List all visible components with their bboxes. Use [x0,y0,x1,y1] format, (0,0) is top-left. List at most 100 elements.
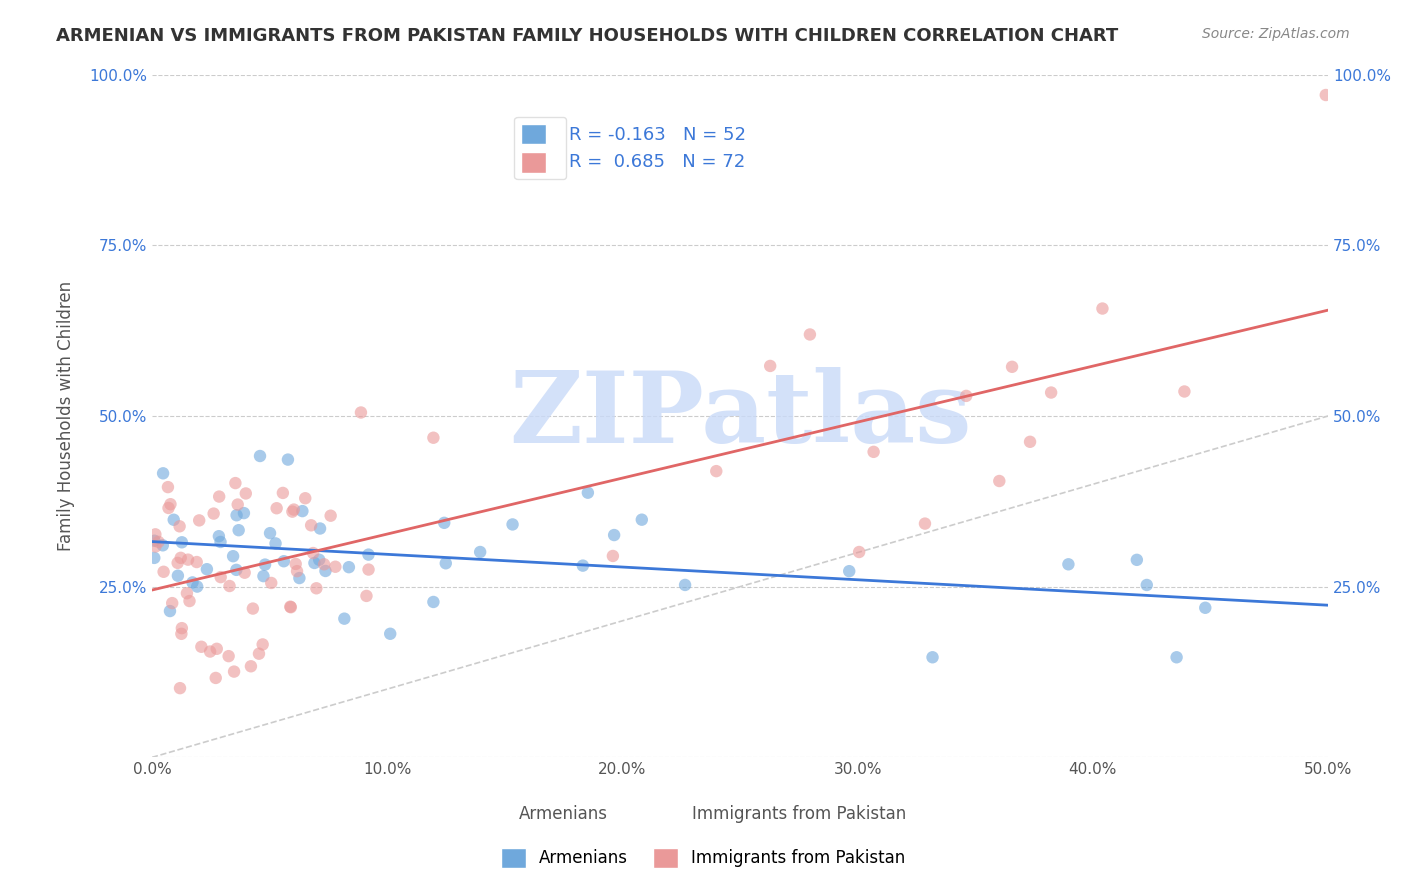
Point [160,596,183,610]
Point [305,582,328,596]
Point [202,507,225,521]
Point [357,548,380,562]
Point [209,570,232,584]
Point [190,640,212,654]
Point [222,665,245,679]
Point [914,516,936,531]
Text: Immigrants from Pakistan: Immigrants from Pakistan [692,805,905,823]
Point [1019,434,1042,449]
Point [148,535,170,549]
Point [208,490,231,504]
Point [259,526,281,541]
Point [204,671,226,685]
Legend: Armenians, Immigrants from Pakistan: Armenians, Immigrants from Pakistan [494,841,912,875]
Point [1315,88,1337,103]
Point [177,552,200,566]
Point [572,558,595,573]
Point [186,580,208,594]
Point [152,467,174,481]
Text: R =  0.685   N = 72: R = 0.685 N = 72 [569,153,745,171]
Point [380,626,402,640]
Point [291,504,314,518]
Point [225,508,247,523]
Point [1136,578,1159,592]
Point [294,491,316,506]
Point [233,566,256,580]
Point [1166,650,1188,665]
Point [159,497,181,511]
Point [152,538,174,552]
Point [1091,301,1114,316]
Point [357,563,380,577]
Point [224,476,246,491]
Text: Armenians: Armenians [519,805,609,823]
Point [260,576,283,591]
Point [152,565,174,579]
Point [169,681,191,695]
Point [209,535,232,549]
Point [288,571,311,585]
Point [602,549,624,563]
Point [170,550,193,565]
Point [333,612,356,626]
Text: Source: ZipAtlas.com: Source: ZipAtlas.com [1202,27,1350,41]
Point [145,527,167,541]
Point [143,533,166,548]
Point [252,637,274,651]
Point [470,545,492,559]
Point [848,545,870,559]
Point [862,445,884,459]
Point [145,540,167,554]
Point [156,480,179,494]
Point [273,554,295,568]
Point [222,549,245,564]
Point [170,535,193,549]
Point [759,359,782,373]
Point [242,601,264,615]
Point [704,464,727,478]
Point [337,560,360,574]
Point [166,556,188,570]
Point [314,564,336,578]
Point [1194,600,1216,615]
Point [235,486,257,500]
Point [283,502,305,516]
Point [271,486,294,500]
Point [319,508,342,523]
Point [576,485,599,500]
Point [284,557,307,571]
Point [277,452,299,467]
Point [205,641,228,656]
Point [1126,553,1149,567]
Point [163,513,186,527]
Point [157,500,180,515]
Point [302,546,325,560]
Point [218,579,240,593]
Text: R = -0.163   N = 52: R = -0.163 N = 52 [569,126,747,144]
Point [249,449,271,463]
Y-axis label: Family Households with Children: Family Households with Children [58,281,75,551]
Point [264,536,287,550]
Point [299,518,322,533]
Point [254,558,277,572]
Point [170,627,193,641]
Point [225,563,247,577]
Point [1040,385,1063,400]
Point [176,586,198,600]
Point [325,559,347,574]
Point [169,519,191,533]
Point [433,516,456,530]
Point [988,474,1011,488]
Point [1173,384,1195,399]
Point [1057,558,1080,572]
Point [673,578,696,592]
Point [603,528,626,542]
Point [208,529,231,543]
Point [422,431,444,445]
Point [278,599,301,614]
Point [179,594,201,608]
Point [226,498,249,512]
Point [630,513,652,527]
Point [921,650,943,665]
Point [239,659,262,673]
